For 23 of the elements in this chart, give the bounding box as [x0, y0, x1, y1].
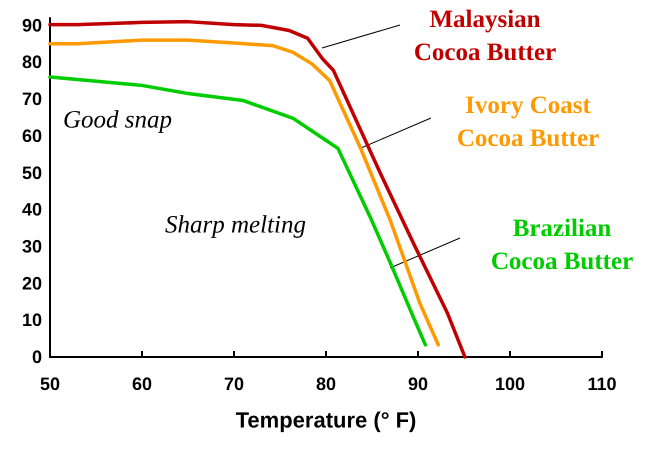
x-axis-title: Temperature (° F) — [236, 408, 416, 432]
annotation: Good snap — [63, 106, 172, 134]
y-tick-label: 40 — [22, 200, 42, 220]
y-tick-label: 70 — [22, 89, 42, 110]
x-tick-label: 100 — [494, 374, 526, 394]
text: Brazilian Cocoa Butter — [490, 215, 634, 275]
y-tick-label: 60 — [22, 126, 42, 146]
annotation: Sharp melting — [165, 212, 306, 238]
x-tick-label: 90 — [408, 374, 428, 394]
y-tick-label: 10 — [22, 310, 42, 330]
y-tick-label: 30 — [22, 236, 42, 256]
x-tick-label: 80 — [316, 374, 336, 394]
y-tick-label: 50 — [22, 162, 42, 183]
text: Ivory Coast Cocoa Butter — [456, 92, 600, 152]
x-tick-label: 50 — [40, 374, 60, 394]
y-tick-label: 80 — [22, 52, 42, 72]
y-tick-label: 20 — [22, 273, 42, 294]
y-tick-label: 90 — [22, 15, 42, 36]
x-tick-label: 70 — [224, 374, 244, 394]
x-tick-label: 60 — [132, 374, 152, 394]
text: Malaysian Cocoa Butter — [414, 6, 556, 66]
y-tick-label: 0 — [32, 347, 42, 367]
x-tick-label: 110 — [587, 374, 617, 394]
